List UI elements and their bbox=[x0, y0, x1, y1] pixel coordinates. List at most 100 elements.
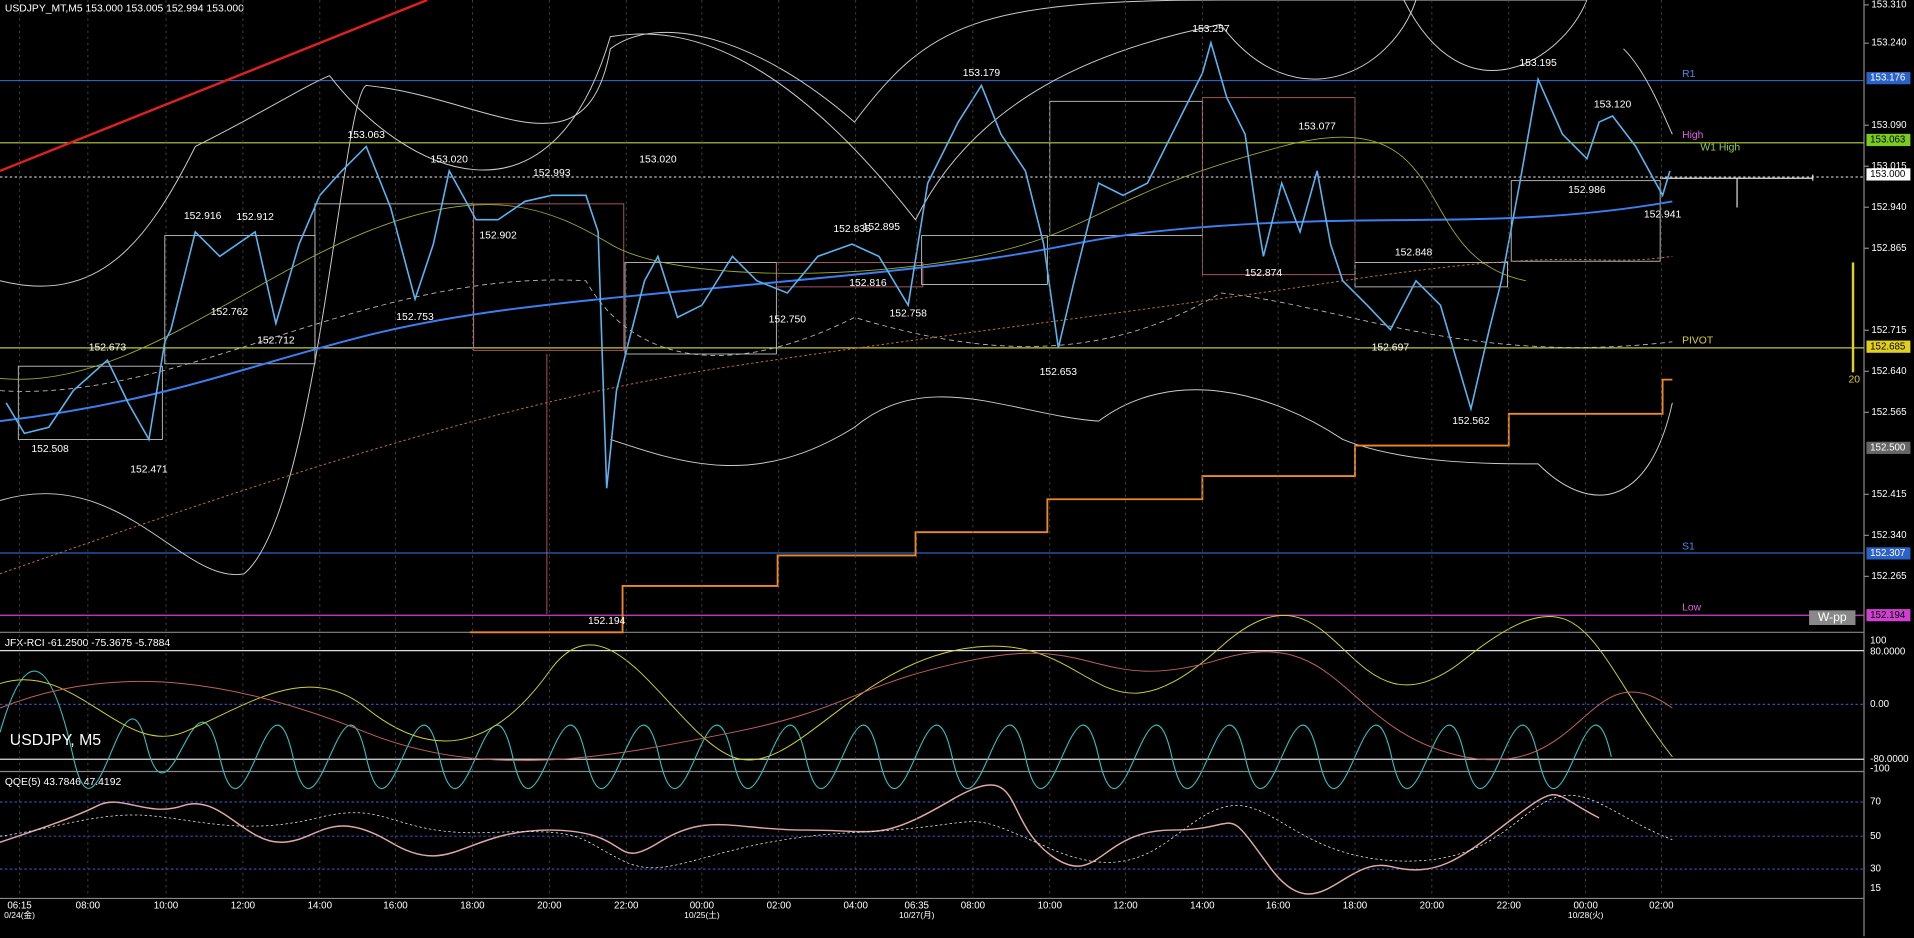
time-label: 16:00 bbox=[383, 900, 408, 911]
price-label: 153.240 bbox=[1871, 38, 1907, 49]
rci-axis-label: -100 bbox=[1870, 764, 1890, 775]
price-label: 152.865 bbox=[1871, 243, 1907, 254]
price-annotation: 152.848 bbox=[1395, 247, 1433, 258]
price-marker bbox=[1866, 168, 1911, 181]
price-label: 152.565 bbox=[1871, 407, 1907, 418]
price-annotation: 153.195 bbox=[1519, 58, 1557, 69]
price-marker bbox=[1866, 72, 1911, 85]
rci-axis-label: 0.00 bbox=[1870, 699, 1890, 710]
time-label: 12:00 bbox=[231, 900, 256, 911]
price-label: 152.415 bbox=[1871, 489, 1907, 500]
price-annotation: 152.653 bbox=[1040, 367, 1078, 378]
price-annotation: 152.993 bbox=[533, 168, 571, 179]
price-annotation: 152.758 bbox=[889, 308, 927, 319]
marker: 20 bbox=[1848, 374, 1860, 385]
price-annotation: 152.874 bbox=[1245, 268, 1283, 279]
price-annotation: 152.895 bbox=[863, 222, 901, 233]
price-annotation: 153.257 bbox=[1192, 24, 1230, 35]
qqe-label: QQE(5) 43.7846 47.4192 bbox=[5, 777, 122, 788]
price-marker-label: 152.307 bbox=[1870, 548, 1905, 559]
price-annotation: 152.835 bbox=[833, 224, 871, 235]
time-label: 20:00 bbox=[1420, 900, 1445, 911]
price-annotation: 152.916 bbox=[184, 211, 222, 222]
price-annotation: 152.750 bbox=[769, 315, 807, 326]
level-label: PIVOT bbox=[1682, 335, 1714, 346]
level-label: W1 High bbox=[1700, 142, 1740, 153]
price-marker-label: 153.063 bbox=[1870, 135, 1905, 146]
price-annotation: 152.697 bbox=[1372, 343, 1410, 354]
date-label: 10/28(火) bbox=[1568, 910, 1604, 920]
price-annotation: 152.673 bbox=[89, 343, 127, 354]
price-marker-label: 152.500 bbox=[1870, 442, 1906, 453]
price-label: 152.340 bbox=[1871, 530, 1907, 541]
time-label: 10:00 bbox=[1038, 900, 1063, 911]
price-marker bbox=[1866, 609, 1911, 622]
time-label: 00:00 bbox=[690, 900, 715, 911]
price-label: 153.310 bbox=[1871, 0, 1907, 10]
qqe-axis-label: 70 bbox=[1870, 797, 1881, 808]
rci-axis-label: -80.0000 bbox=[1870, 754, 1909, 765]
price-label: 153.090 bbox=[1871, 120, 1907, 131]
price-marker-label: 153.176 bbox=[1870, 73, 1905, 84]
time-label: 10:00 bbox=[154, 900, 179, 911]
price-annotation: 153.020 bbox=[639, 155, 677, 166]
date-label: 10/27(月) bbox=[899, 910, 935, 920]
time-label: 00:00 bbox=[1573, 900, 1598, 911]
price-marker-label: 153.000 bbox=[1870, 169, 1906, 180]
price-annotation: 152.986 bbox=[1568, 185, 1606, 196]
level-label: R1 bbox=[1682, 69, 1695, 80]
price-annotation: 152.941 bbox=[1644, 210, 1682, 221]
price-annotation: 152.762 bbox=[211, 307, 249, 318]
price-annotation: 153.179 bbox=[963, 68, 1001, 79]
price-label: 152.640 bbox=[1871, 366, 1907, 377]
price-marker bbox=[1866, 340, 1911, 353]
level-label: S1 bbox=[1682, 542, 1695, 553]
symbol-info: USDJPY_MT,M5 153.000 153.005 152.994 153… bbox=[5, 3, 244, 14]
price-label: 152.715 bbox=[1871, 325, 1907, 336]
price-marker bbox=[1866, 547, 1911, 560]
time-label: 08:00 bbox=[76, 900, 101, 911]
price-annotation: 153.120 bbox=[1594, 100, 1632, 111]
rci-axis-label: 80.0000 bbox=[1870, 646, 1906, 657]
price-annotation: 152.194 bbox=[588, 616, 626, 627]
time-label: 14:00 bbox=[308, 900, 333, 911]
time-label: 02:00 bbox=[767, 900, 792, 911]
price-label: 152.265 bbox=[1871, 571, 1907, 582]
time-label: 06:35 bbox=[905, 900, 930, 911]
rci-axis-label: 100 bbox=[1870, 635, 1887, 646]
wpp-button[interactable] bbox=[1809, 610, 1856, 625]
price-annotation: 152.508 bbox=[31, 444, 69, 455]
price-label: 153.015 bbox=[1871, 161, 1907, 172]
price-marker-label: 152.685 bbox=[1870, 341, 1906, 352]
time-label: 14:00 bbox=[1190, 900, 1215, 911]
time-label: 18:00 bbox=[460, 900, 485, 911]
qqe-axis-label: 15 bbox=[1870, 883, 1881, 894]
qqe-axis-label: 30 bbox=[1870, 864, 1881, 875]
price-annotation: 152.471 bbox=[130, 465, 168, 476]
price-annotation: 153.063 bbox=[347, 130, 385, 141]
price-annotation: 152.902 bbox=[479, 230, 517, 241]
time-label: 22:00 bbox=[1497, 900, 1522, 911]
price-label: 152.940 bbox=[1871, 202, 1907, 213]
price-annotation: 152.562 bbox=[1452, 416, 1490, 427]
level-label: High bbox=[1682, 130, 1704, 141]
time-label: 08:00 bbox=[961, 900, 986, 911]
level-label: Low bbox=[1682, 603, 1702, 614]
time-label: 12:00 bbox=[1113, 900, 1138, 911]
wpp-label[interactable]: W-pp bbox=[1818, 610, 1847, 624]
time-label: 18:00 bbox=[1343, 900, 1368, 911]
rci-label: JFX-RCI -61.2500 -75.3675 -5.7884 bbox=[5, 638, 171, 649]
price-annotation: 152.816 bbox=[849, 278, 887, 289]
date-label: 0/24(金) bbox=[4, 909, 35, 920]
price-marker bbox=[1866, 133, 1911, 147]
time-label: 16:00 bbox=[1266, 900, 1291, 911]
time-label: 06:15 bbox=[7, 900, 32, 911]
price-annotation: 152.712 bbox=[257, 335, 295, 346]
qqe-axis-label: 50 bbox=[1870, 831, 1881, 842]
time-label: 20:00 bbox=[537, 900, 562, 911]
watermark: USDJPY, M5 bbox=[10, 732, 102, 749]
time-label: 02:00 bbox=[1649, 900, 1674, 911]
price-annotation: 153.077 bbox=[1298, 122, 1336, 133]
time-label: 22:00 bbox=[614, 900, 639, 911]
